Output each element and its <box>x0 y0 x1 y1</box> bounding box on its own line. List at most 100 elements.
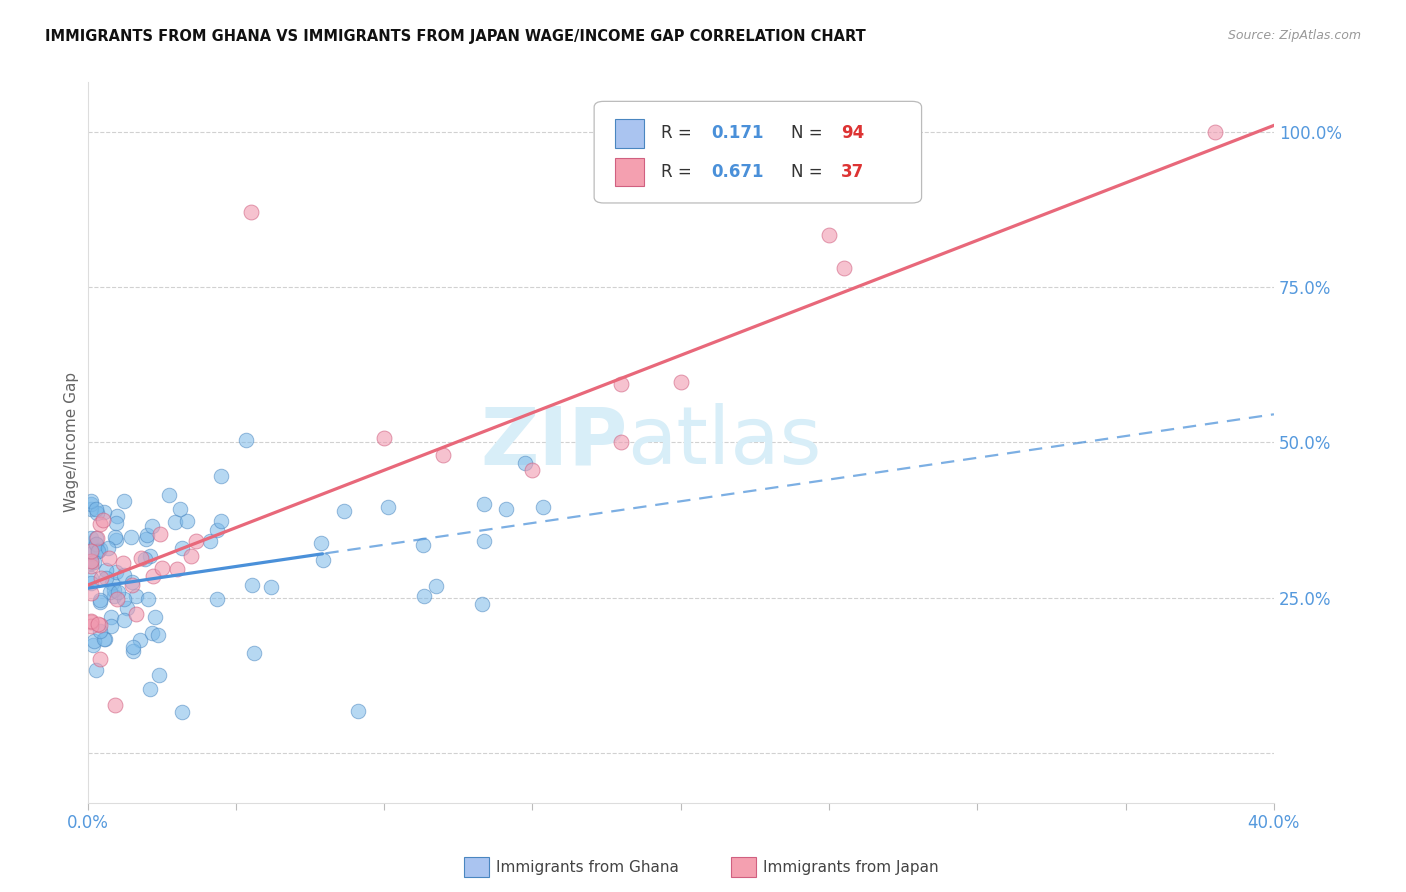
Point <box>93 632 115 647</box>
Point <box>89 595 111 609</box>
Point <box>240 578 263 592</box>
Point <box>87 544 110 558</box>
Point <box>610 435 633 450</box>
Point <box>89 593 111 607</box>
Point <box>129 551 152 566</box>
Point <box>87 544 110 558</box>
Point <box>96 563 118 577</box>
Point <box>610 376 633 391</box>
Point <box>207 592 229 607</box>
Point <box>103 589 125 603</box>
Point <box>139 549 162 564</box>
Point <box>145 610 167 624</box>
Point <box>112 592 135 607</box>
Point <box>309 536 332 550</box>
Point <box>209 468 232 483</box>
Point <box>89 624 111 638</box>
Point <box>170 706 193 720</box>
Text: R =: R = <box>661 124 696 142</box>
Point <box>107 585 129 599</box>
Point <box>242 646 264 660</box>
Point <box>312 553 335 567</box>
Point <box>157 488 180 502</box>
Point <box>136 528 159 542</box>
Point <box>89 652 111 666</box>
Point <box>432 448 454 462</box>
Point <box>495 502 517 516</box>
Text: N =: N = <box>792 124 828 142</box>
Point <box>180 549 202 564</box>
Point <box>80 502 103 516</box>
Point <box>105 591 128 606</box>
Point <box>84 663 107 677</box>
Point <box>120 531 142 545</box>
Point <box>135 532 157 546</box>
Point <box>89 617 111 632</box>
Point <box>122 640 145 655</box>
Point <box>121 574 143 589</box>
Point <box>89 542 111 557</box>
Point <box>818 227 841 242</box>
Point <box>425 579 447 593</box>
Point <box>146 628 169 642</box>
Point <box>112 556 135 570</box>
Point <box>176 514 198 528</box>
Text: ZIP: ZIP <box>479 403 627 482</box>
Point <box>134 552 156 566</box>
Point <box>105 509 128 524</box>
Point <box>91 513 114 527</box>
Point <box>79 554 101 568</box>
Text: 0.171: 0.171 <box>711 124 763 142</box>
Point <box>112 493 135 508</box>
Point <box>96 572 118 586</box>
Point <box>531 500 554 515</box>
Point <box>101 576 124 591</box>
Point <box>200 533 222 548</box>
Point <box>346 704 368 718</box>
Point <box>149 527 172 541</box>
Point <box>121 644 143 658</box>
Point <box>260 580 283 594</box>
Point <box>104 530 127 544</box>
Point <box>141 626 163 640</box>
Point <box>98 585 121 599</box>
Point <box>142 569 165 583</box>
Point <box>103 583 125 598</box>
Point <box>79 544 101 558</box>
Point <box>100 610 122 624</box>
Point <box>86 532 108 546</box>
Point <box>79 556 101 570</box>
Point <box>97 550 120 565</box>
Point <box>103 698 125 712</box>
Point <box>105 533 128 547</box>
Point <box>832 261 855 276</box>
Point <box>112 613 135 627</box>
Point <box>84 537 107 551</box>
Point <box>89 516 111 531</box>
Point <box>87 616 110 631</box>
Point <box>80 558 103 573</box>
Point <box>235 433 257 447</box>
Point <box>128 633 150 648</box>
Point <box>136 591 159 606</box>
Point <box>84 536 107 550</box>
Point <box>94 632 117 646</box>
Point <box>79 497 101 511</box>
Text: 37: 37 <box>841 163 865 181</box>
Point <box>412 538 434 552</box>
Point <box>79 614 101 628</box>
Point <box>80 531 103 545</box>
Point <box>209 514 232 528</box>
Bar <box>616 158 644 186</box>
Point <box>165 515 187 529</box>
Point <box>83 555 105 569</box>
Y-axis label: Wage/Income Gap: Wage/Income Gap <box>65 372 79 512</box>
Text: atlas: atlas <box>627 403 821 482</box>
Point <box>413 589 436 603</box>
Point <box>80 575 103 590</box>
Point <box>121 578 143 592</box>
Point <box>79 494 101 508</box>
Point <box>112 567 135 582</box>
Point <box>138 682 160 697</box>
Text: N =: N = <box>792 163 828 181</box>
